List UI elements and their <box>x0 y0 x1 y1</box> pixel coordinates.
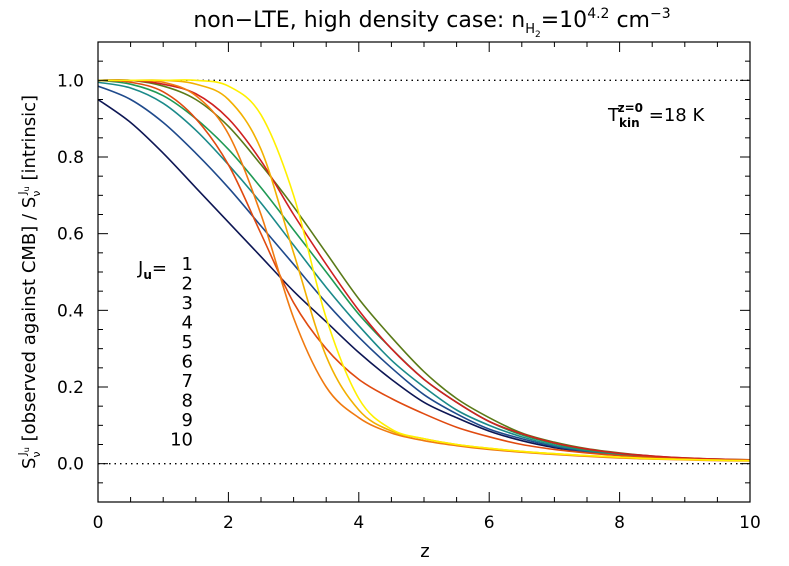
series-line-ju-9 <box>98 79 751 462</box>
series-line-ju-10 <box>98 79 751 462</box>
x-tick-label: 6 <box>484 513 495 533</box>
legend-entry-ju-6: 6 <box>182 352 193 373</box>
legend-title: Ju= <box>137 258 167 282</box>
legend-entry-ju-9: 9 <box>182 410 193 431</box>
legend-entry-ju-7: 7 <box>182 371 193 392</box>
legend-entry-ju-2: 2 <box>182 274 193 295</box>
y-tick-label: 0.6 <box>57 225 84 245</box>
legend-entry-ju-8: 8 <box>182 391 193 412</box>
x-tick-label: 0 <box>93 513 104 533</box>
chart-title: non−LTE, high density case: nH2=104.2 cm… <box>193 6 670 40</box>
series-line-ju-2 <box>97 85 751 462</box>
y-axis-label: SνJu [observed against CMB] / SνJu [intr… <box>16 95 43 469</box>
y-tick-label: 0.4 <box>57 301 84 321</box>
y-tick-label: 0.2 <box>57 378 84 398</box>
legend-entry-ju-10: 10 <box>170 430 193 451</box>
legend-entry-ju-4: 4 <box>182 313 193 334</box>
y-tick-label: 0.8 <box>57 148 84 168</box>
x-axis-label: z <box>420 541 429 562</box>
series-line-ju-3 <box>97 81 751 462</box>
legend-entry-ju-1: 1 <box>182 254 193 275</box>
y-tick-label: 1.0 <box>57 71 84 91</box>
x-tick-label: 8 <box>614 513 625 533</box>
x-tick-label: 10 <box>739 513 761 533</box>
x-tick-label: 4 <box>353 513 364 533</box>
temperature-annotation: Tkinz=0 =18 K <box>607 101 705 130</box>
series-line-ju-8 <box>97 79 751 462</box>
series-line-ju-7 <box>97 79 751 462</box>
y-tick-label: 0.0 <box>57 455 84 475</box>
legend-entry-ju-3: 3 <box>182 293 193 314</box>
legend-entry-ju-5: 5 <box>182 332 193 353</box>
series-line-ju-6 <box>97 79 751 461</box>
x-tick-label: 2 <box>223 513 234 533</box>
